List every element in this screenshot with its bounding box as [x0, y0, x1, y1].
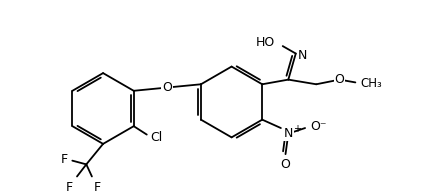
Text: HO: HO	[256, 36, 275, 49]
Text: O: O	[162, 81, 172, 94]
Text: N: N	[298, 49, 307, 62]
Text: +: +	[293, 124, 301, 134]
Text: O: O	[280, 158, 290, 171]
Text: F: F	[66, 181, 73, 194]
Text: N: N	[283, 127, 293, 140]
Text: F: F	[60, 153, 68, 166]
Text: O: O	[334, 73, 345, 86]
Text: F: F	[94, 181, 101, 194]
Text: CH₃: CH₃	[360, 77, 382, 90]
Text: O⁻: O⁻	[311, 120, 327, 133]
Text: Cl: Cl	[150, 131, 163, 144]
